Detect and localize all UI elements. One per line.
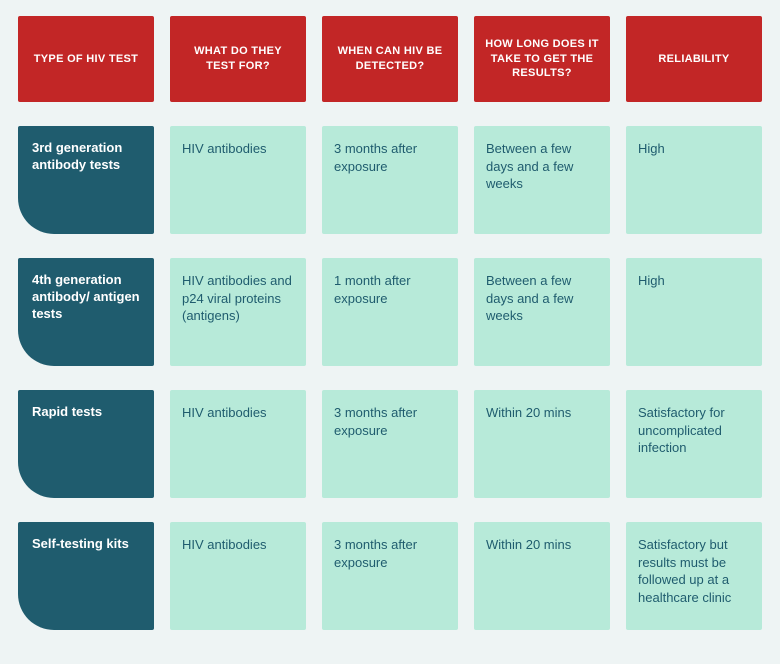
table-cell: Between a few days and a few weeks [474, 126, 610, 234]
table-cell: Within 20 mins [474, 390, 610, 498]
col-header-resultstime: HOW LONG DOES IT TAKE TO GET THE RESULTS… [474, 16, 610, 102]
table-cell: HIV antibodies and p24 viral proteins (a… [170, 258, 306, 366]
col-header-reliability: RELIABILITY [626, 16, 762, 102]
table-cell: Between a few days and a few weeks [474, 258, 610, 366]
table-cell: 3 months after exposure [322, 390, 458, 498]
row-label: 3rd generation antibody tests [18, 126, 154, 234]
row-label: Self-testing kits [18, 522, 154, 630]
table-cell: 3 months after exposure [322, 126, 458, 234]
col-header-detected: WHEN CAN HIV BE DETECTED? [322, 16, 458, 102]
col-header-testfor: WHAT DO THEY TEST FOR? [170, 16, 306, 102]
table-cell: HIV antibodies [170, 390, 306, 498]
table-cell: High [626, 258, 762, 366]
row-label: 4th generation antibody/ antigen tests [18, 258, 154, 366]
table-cell: Within 20 mins [474, 522, 610, 630]
row-label: Rapid tests [18, 390, 154, 498]
hiv-test-table: TYPE OF HIV TEST WHAT DO THEY TEST FOR? … [18, 16, 762, 630]
table-cell: 3 months after exposure [322, 522, 458, 630]
table-cell: 1 month after exposure [322, 258, 458, 366]
table-cell: High [626, 126, 762, 234]
table-cell: Satisfactory for uncomplicated infection [626, 390, 762, 498]
table-cell: HIV antibodies [170, 126, 306, 234]
table-cell: HIV antibodies [170, 522, 306, 630]
col-header-type: TYPE OF HIV TEST [18, 16, 154, 102]
table-cell: Satisfactory but results must be followe… [626, 522, 762, 630]
